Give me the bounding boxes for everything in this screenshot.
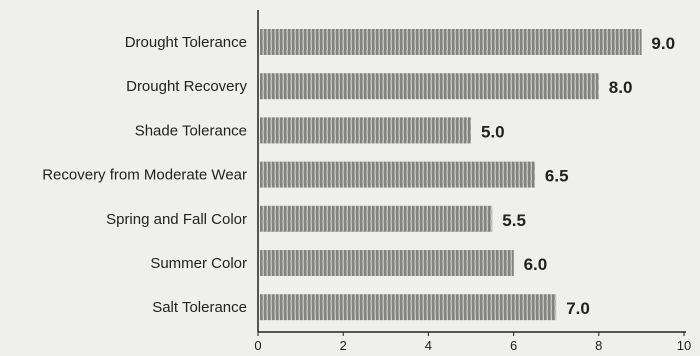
data-label: 5.5 <box>502 211 526 230</box>
data-label: 6.0 <box>524 255 548 274</box>
bar <box>260 73 599 100</box>
category-label: Drought Tolerance <box>125 34 247 51</box>
bar <box>260 205 493 232</box>
data-label: 8.0 <box>609 78 633 97</box>
bar <box>260 29 642 55</box>
category-label: Spring and Fall Color <box>106 211 247 228</box>
category-label: Salt Tolerance <box>152 299 247 316</box>
data-label: 9.0 <box>651 34 675 53</box>
plot-area: Drought Tolerance 9.0 Drought Recovery 8.0 S… <box>42 10 691 353</box>
category-label: Shade Tolerance <box>135 122 247 139</box>
data-label: 7.0 <box>566 299 590 318</box>
x-tick-label: 4 <box>425 338 432 353</box>
x-tick-label: 6 <box>510 338 517 353</box>
category-label: Drought Recovery <box>126 78 247 95</box>
x-tick-label: 10 <box>677 338 691 353</box>
bar <box>260 161 535 188</box>
bar <box>260 294 557 321</box>
data-label: 6.5 <box>545 167 569 186</box>
category-label: Summer Color <box>150 255 247 272</box>
bar <box>260 117 471 144</box>
x-tick-label: 0 <box>254 338 261 353</box>
bar <box>260 250 514 276</box>
x-tick-label: 2 <box>340 338 347 353</box>
category-label: Recovery from Moderate Wear <box>42 167 247 184</box>
x-tick-label: 8 <box>595 338 602 353</box>
data-label: 5.0 <box>481 122 505 141</box>
